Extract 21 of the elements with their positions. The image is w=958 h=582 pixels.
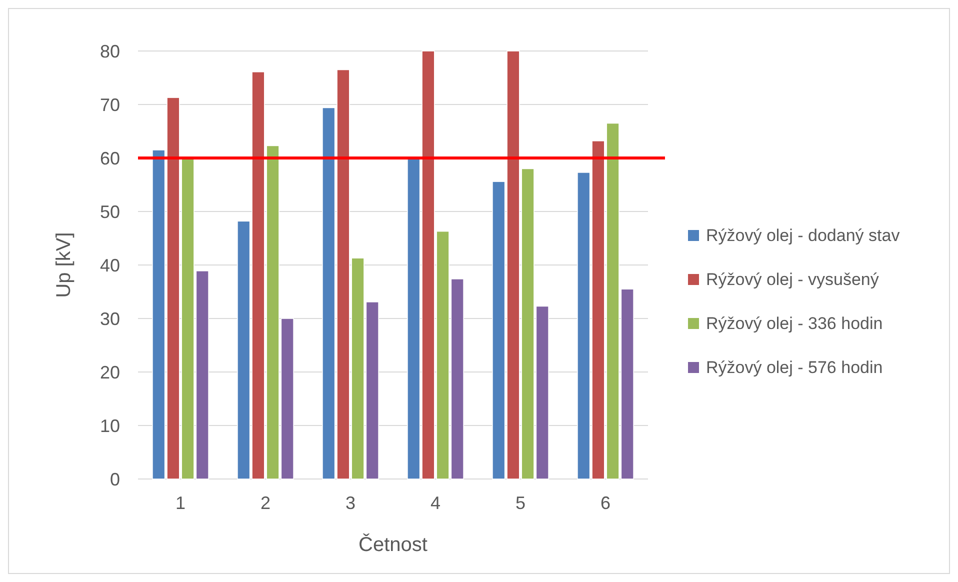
- y-tick-label: 30: [100, 308, 120, 329]
- x-tick-label: 5: [515, 493, 526, 513]
- y-tick-label: 0: [110, 469, 120, 490]
- y-tick-label: 70: [100, 94, 120, 115]
- y-tick-label: 60: [100, 148, 120, 168]
- y-tick-label: 80: [100, 41, 120, 62]
- x-tick-label: 1: [175, 493, 186, 513]
- legend-label: Rýžový olej - 576 hodin: [706, 358, 883, 377]
- x-tick-label: 6: [600, 493, 611, 513]
- legend-label: Rýžový olej - dodaný stav: [706, 226, 900, 245]
- y-tick-label: 50: [100, 202, 120, 222]
- y-axis-title: Up [kV]: [53, 232, 75, 298]
- legend-label: Rýžový olej - vysušený: [706, 270, 880, 289]
- y-tick-label: 40: [100, 255, 120, 276]
- legend-label: Rýžový olej - 336 hodin: [706, 314, 883, 333]
- x-tick-label: 3: [345, 493, 356, 513]
- x-axis-title: Četnost: [358, 533, 428, 556]
- x-tick-label: 2: [260, 493, 271, 513]
- y-tick-label: 10: [100, 416, 120, 436]
- x-tick-label: 4: [430, 493, 441, 513]
- y-tick-label: 20: [100, 362, 120, 382]
